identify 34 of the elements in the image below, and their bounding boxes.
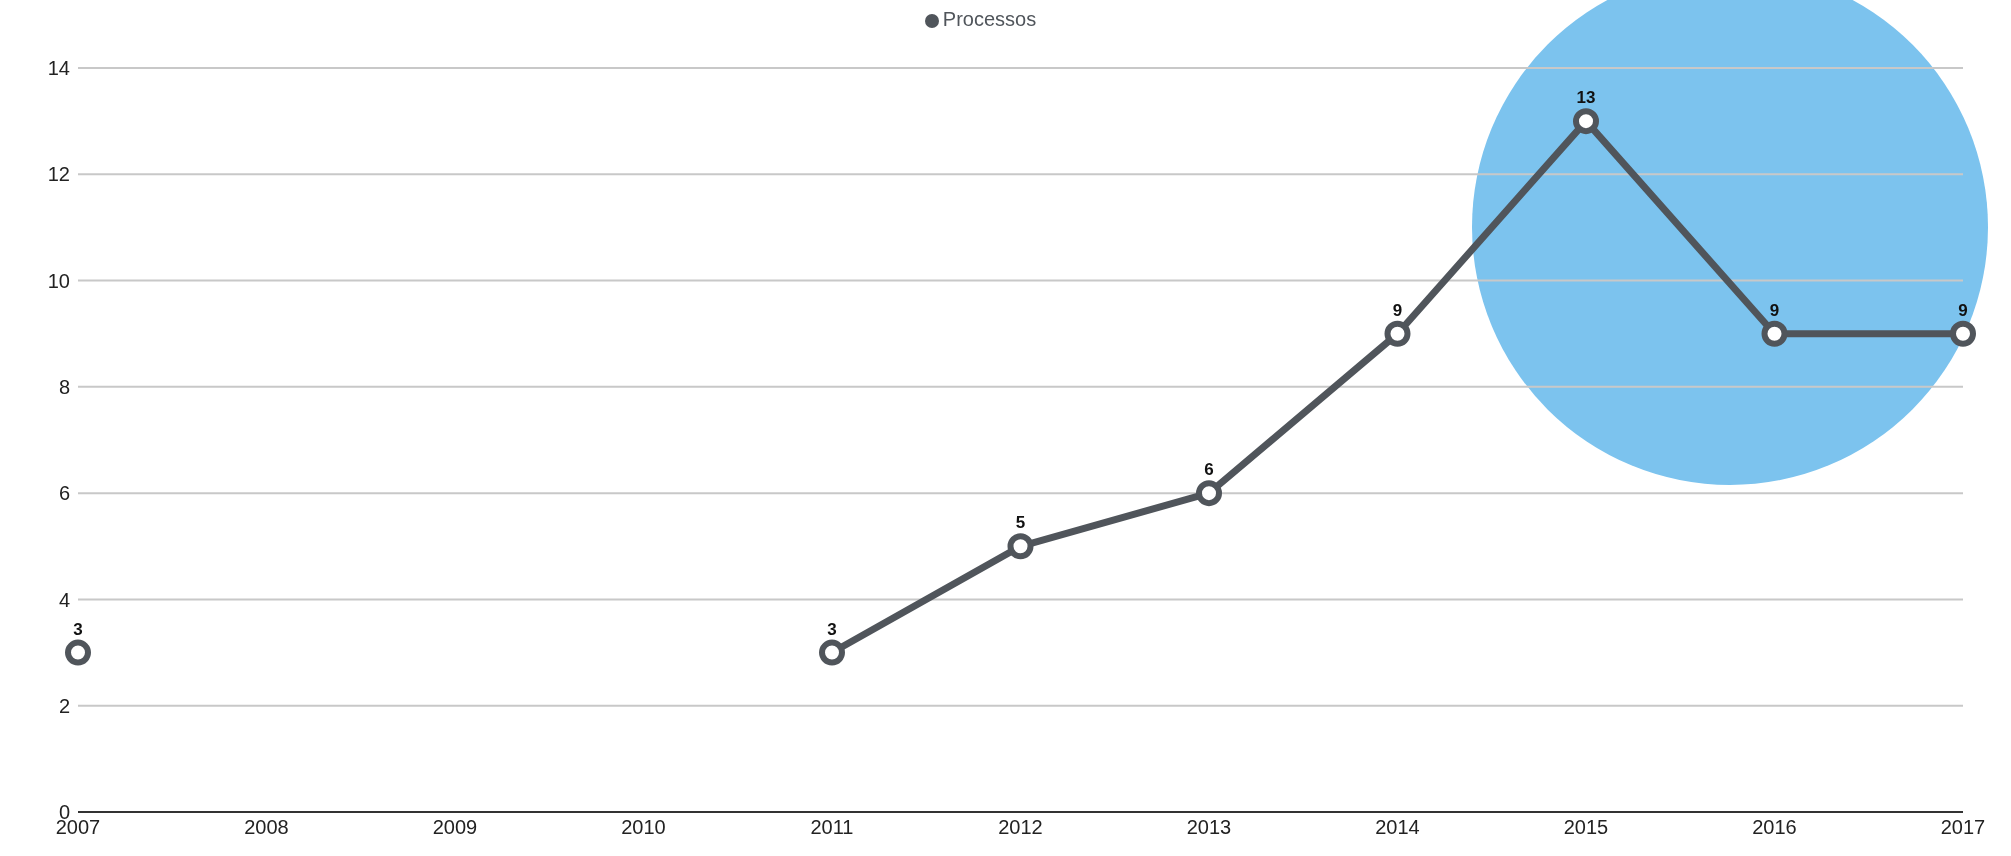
point <box>65 639 91 666</box>
point <box>1384 320 1411 347</box>
data-label: 6 <box>1204 460 1214 480</box>
point <box>1007 533 1034 560</box>
x-tick-label: 2013 <box>1186 816 1232 839</box>
y-tick-label: 10 <box>47 269 70 292</box>
x-tick-label: 2008 <box>244 816 289 839</box>
y-tick-label: 12 <box>47 163 70 186</box>
point <box>1761 320 1788 347</box>
legend-label: Processos <box>942 8 1037 30</box>
y-tick-label: 8 <box>58 375 70 398</box>
data-label: 13 <box>1576 88 1596 108</box>
x-tick-label: 2012 <box>998 816 1043 839</box>
y-tick-label: 4 <box>58 588 70 611</box>
y-tick-label: 2 <box>58 694 70 717</box>
y-tick-label: 6 <box>58 482 70 505</box>
x-tick-label: 2015 <box>1563 816 1609 839</box>
x-tick-label: 2014 <box>1375 816 1420 839</box>
x-tick-label: 2016 <box>1752 816 1797 839</box>
point <box>1950 320 1976 347</box>
data-label: 5 <box>1015 513 1026 533</box>
x-tick-label: 2011 <box>810 816 854 839</box>
point <box>1196 480 1222 507</box>
x-tick-label: 2010 <box>621 816 666 839</box>
data-label: 3 <box>827 619 837 639</box>
point <box>1573 108 1599 135</box>
x-tick-label: 2009 <box>432 816 478 839</box>
data-label: 9 <box>1769 300 1780 320</box>
data-label: 3 <box>73 619 83 639</box>
y-tick-label: 14 <box>47 57 70 80</box>
point <box>819 639 845 666</box>
data-label: 9 <box>1392 300 1403 320</box>
data-label: 9 <box>1958 300 1968 320</box>
x-tick-label: 2017 <box>1940 816 1986 839</box>
